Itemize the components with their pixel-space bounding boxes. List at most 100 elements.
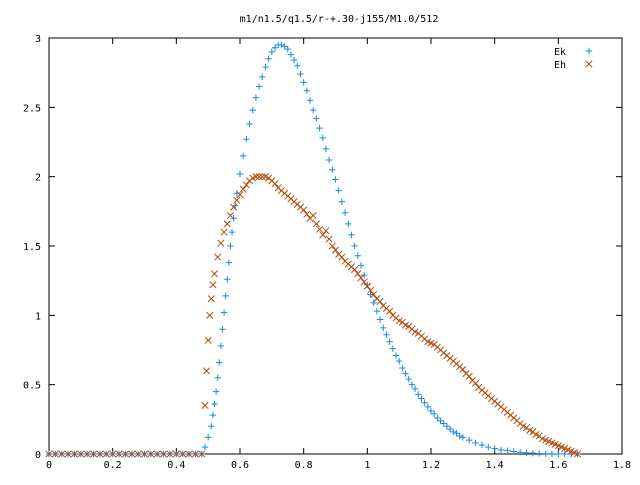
data-point-eh [204, 336, 212, 344]
data-point-ek [411, 385, 419, 393]
data-point-eh [210, 270, 219, 278]
data-point-ek [357, 262, 365, 269]
data-point-eh [258, 173, 266, 181]
data-point-ek [421, 399, 428, 406]
data-point-eh [363, 282, 371, 290]
data-point-ek [367, 291, 374, 298]
data-point-eh [147, 450, 155, 458]
legend-marker-eh [585, 60, 593, 68]
data-point-eh [90, 450, 98, 458]
data-point-ek [225, 259, 233, 266]
data-point-ek [201, 443, 209, 451]
x-tick-label: 1 [364, 460, 370, 471]
data-point-ek [536, 450, 543, 457]
legend: Ek Eh [554, 47, 593, 71]
x-tick-label: 0.2 [104, 460, 122, 471]
data-point-ek [212, 388, 220, 395]
data-point-ek [297, 70, 304, 78]
data-point-ek [208, 423, 215, 430]
x-tick-label: 0 [46, 460, 52, 471]
legend-marker-ek [585, 47, 593, 55]
data-point-eh [217, 239, 225, 247]
data-point-eh [316, 225, 324, 233]
data-point-ek [523, 449, 530, 456]
y-tick-label: 0.5 [23, 381, 41, 392]
data-point-eh [209, 281, 217, 289]
data-point-ek [216, 359, 223, 366]
y-tick-label: 3 [35, 34, 41, 45]
data-point-ek [228, 228, 236, 236]
axes: 0 0.2 0.4 0.6 0.8 1 1.2 1.4 1.6 1.8 0 0.5 1 1.5 2 2.5 3 [23, 34, 631, 471]
data-point-eh [206, 311, 214, 319]
data-point-ek [405, 375, 412, 383]
data-point-ek [211, 400, 218, 408]
data-point-ek [219, 326, 226, 333]
data-point-eh [140, 450, 149, 458]
data-point-eh [134, 450, 142, 458]
data-point-ek [430, 410, 438, 417]
data-point-eh [386, 307, 394, 315]
data-point-ek [389, 345, 396, 352]
data-point-ek [284, 45, 291, 53]
data-point-ek [472, 439, 479, 447]
data-point-ek [306, 97, 314, 104]
data-point-ek [450, 428, 457, 436]
x-tick-label: 1.6 [549, 460, 567, 471]
data-point-ek [313, 115, 320, 122]
data-point-ek [351, 242, 358, 250]
data-point-eh [179, 450, 187, 458]
data-point-ek [478, 441, 486, 449]
data-point-ek [376, 316, 384, 323]
data-point-ek [224, 276, 231, 283]
data-point-ek [561, 450, 568, 458]
data-point-eh [51, 450, 59, 458]
data-point-eh [376, 297, 384, 306]
data-point-eh [236, 191, 244, 199]
data-point-eh [207, 295, 215, 303]
data-point-eh [325, 235, 333, 243]
x-tick-label: 0.6 [231, 460, 249, 471]
data-point-ek [214, 374, 221, 381]
data-point-eh [370, 290, 378, 299]
data-point-eh [230, 203, 238, 211]
data-point-ek [316, 124, 323, 132]
data-point-eh [166, 450, 174, 458]
data-point-eh [255, 173, 263, 181]
data-point-ek [278, 41, 285, 49]
data-point-eh [109, 450, 117, 458]
data-point-eh [70, 450, 79, 458]
data-point-eh [309, 211, 317, 220]
data-point-ek [281, 43, 288, 50]
x-tick-label: 1.4 [486, 460, 504, 471]
data-point-ek [322, 145, 330, 153]
data-point-eh [252, 173, 260, 181]
data-point-eh [360, 278, 368, 286]
data-point-ek [555, 450, 562, 458]
data-point-ek [329, 166, 336, 173]
data-point-eh [271, 180, 279, 188]
data-point-eh [153, 450, 161, 458]
data-point-ek [440, 420, 447, 427]
data-point-eh [96, 450, 104, 458]
data-point-ek [434, 414, 441, 422]
data-point-eh [198, 450, 206, 458]
data-point-ek [427, 407, 435, 415]
data-point-eh [102, 450, 110, 458]
data-point-ek [510, 448, 517, 455]
data-point-ek [249, 106, 256, 114]
data-point-ek [453, 430, 460, 437]
data-point-eh [160, 450, 168, 458]
data-point-eh [322, 227, 330, 235]
data-point-eh [115, 450, 123, 458]
data-point-ek [259, 73, 266, 81]
data-point-eh [185, 450, 193, 458]
data-point-eh [233, 196, 241, 204]
data-point-ek [399, 364, 406, 372]
data-point-ek [236, 170, 244, 178]
data-point-ek [252, 94, 260, 101]
data-point-eh [459, 365, 467, 373]
y-tick-label: 2.5 [23, 103, 41, 114]
